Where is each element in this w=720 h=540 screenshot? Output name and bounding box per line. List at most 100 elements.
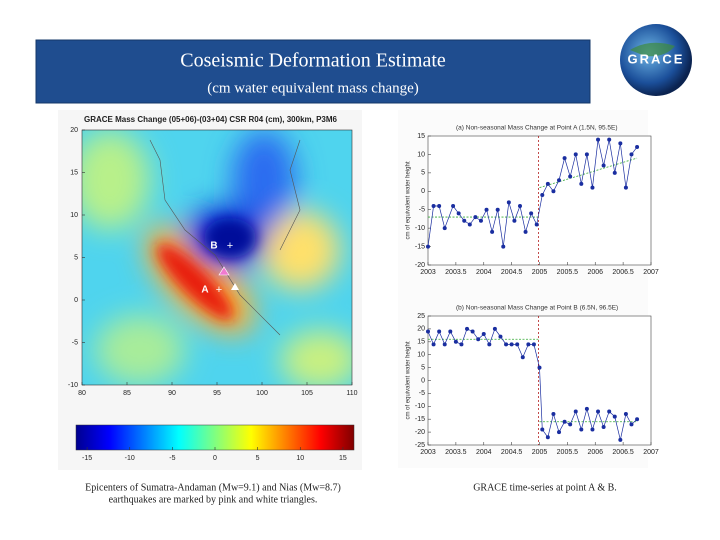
logo-globe [620, 24, 692, 96]
data-point [629, 152, 634, 157]
map-title: GRACE Mass Change (05+06)-(03+04) CSR R0… [84, 115, 338, 124]
data-point [426, 329, 430, 334]
data-point [470, 329, 475, 334]
data-point [481, 332, 486, 337]
data-point [635, 145, 640, 150]
y-tick-label: -10 [415, 403, 425, 410]
data-point [607, 137, 612, 142]
data-point [623, 412, 628, 417]
data-point [520, 355, 525, 360]
data-point [607, 409, 612, 414]
heatmap-field [82, 130, 352, 385]
y-tick-label: 0 [421, 377, 425, 384]
data-point [426, 244, 430, 249]
header-subtitle: (cm water equivalent mass change) [207, 80, 419, 96]
data-point [596, 137, 601, 142]
x-tick-label: 85 [123, 390, 131, 397]
data-point [584, 406, 589, 411]
x-tick-label: 2005 [532, 269, 548, 276]
data-point [635, 417, 640, 422]
data-point [601, 424, 606, 429]
data-point [478, 218, 483, 223]
epicenter [231, 283, 239, 290]
coastline [149, 139, 301, 336]
y-tick-label: -5 [419, 390, 425, 397]
data-point [562, 419, 567, 424]
data-point [515, 342, 520, 347]
x-tick-label: 80 [78, 390, 86, 397]
data-point [465, 326, 470, 331]
x-tick-label: 110 [346, 390, 357, 397]
data-point [545, 181, 550, 186]
data-point [459, 342, 464, 347]
x-tick-label: 2006.5 [612, 449, 634, 456]
data-point [584, 152, 589, 157]
data-point [437, 329, 442, 334]
colorbar-tick-label: 15 [339, 455, 347, 462]
colorbar-tick-label: 0 [213, 455, 217, 462]
data-point [442, 226, 447, 231]
data-point [568, 174, 573, 179]
data-point [612, 414, 617, 419]
data-point [537, 365, 542, 370]
data-point [451, 204, 456, 209]
y-tick-label: 25 [417, 313, 425, 320]
y-tick-label: 20 [70, 127, 78, 134]
data-point [501, 244, 506, 249]
data-point [456, 211, 461, 216]
data-point [453, 339, 458, 344]
data-point [596, 409, 601, 414]
data-point [618, 141, 623, 146]
x-tick-label: 2004.5 [501, 269, 523, 276]
data-point [540, 192, 545, 197]
logo-text: GRACE [628, 51, 685, 66]
data-point [476, 337, 481, 342]
data-point [612, 170, 617, 175]
colorbar-tick-label: -5 [169, 455, 175, 462]
x-tick-label: 2005.5 [557, 269, 579, 276]
y-tick-label: -5 [72, 339, 78, 346]
y-tick-label: 15 [70, 169, 78, 176]
x-tick-label: 2003 [420, 269, 436, 276]
x-tick-label: 2003.5 [445, 449, 467, 456]
x-tick-label: 100 [256, 390, 268, 397]
x-tick-label: 2005 [532, 449, 548, 456]
data-point [623, 185, 628, 190]
x-tick-label: 2006 [587, 269, 603, 276]
data-point [534, 222, 539, 227]
y-tick-label: 5 [421, 170, 425, 177]
y-tick-label: -15 [415, 243, 425, 250]
data-point [495, 207, 500, 212]
x-tick-label: 95 [213, 390, 221, 397]
data-point [526, 342, 531, 347]
point-label: A [201, 285, 208, 296]
data-point [557, 178, 562, 183]
data-point [512, 218, 517, 223]
epicenter [218, 266, 230, 276]
data-point [573, 152, 578, 157]
caption: Epicenters of Sumatra-Andaman (Mw=9.1) a… [85, 482, 341, 493]
y-tick-label: 15 [417, 339, 425, 346]
y-axis-label: cm of equivalent water height [406, 161, 412, 239]
caption: GRACE time-series at point A & B. [473, 482, 617, 493]
data-point [448, 329, 453, 334]
data-point [562, 156, 567, 161]
point-label: B [210, 241, 217, 252]
data-point [498, 334, 503, 339]
data-point [629, 422, 634, 427]
y-tick-label: -20 [415, 429, 425, 436]
data-point [462, 218, 467, 223]
data-point [431, 204, 436, 209]
data-point [590, 427, 595, 432]
y-tick-label: -20 [415, 262, 425, 269]
data-point [473, 215, 478, 220]
caption: earthquakes are marked by pink and white… [109, 494, 318, 505]
data-point [590, 185, 595, 190]
y-tick-label: 5 [421, 364, 425, 371]
data-point [573, 409, 578, 414]
data-point [540, 427, 545, 432]
data-point [517, 204, 522, 209]
y-tick-label: 5 [74, 254, 78, 261]
